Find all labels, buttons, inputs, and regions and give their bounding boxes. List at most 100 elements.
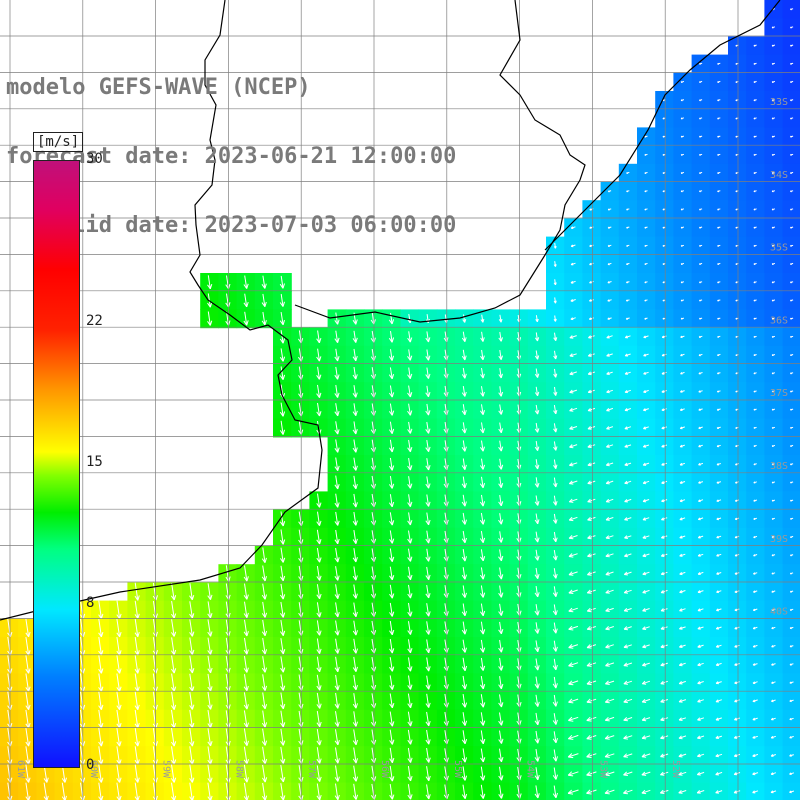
wind-arrow	[753, 372, 757, 375]
wind-arrow	[243, 619, 249, 637]
wind-arrow	[717, 135, 721, 138]
wind-arrow	[789, 626, 794, 630]
wind-arrow	[461, 549, 467, 562]
colorbar-tick-label: 15	[86, 454, 103, 470]
wind-arrow	[660, 644, 668, 649]
wind-arrow	[753, 135, 757, 138]
wind-arrow	[461, 567, 467, 580]
wind-arrow	[534, 495, 540, 506]
wind-arrow	[552, 477, 558, 488]
wind-arrow	[753, 481, 757, 484]
wind-arrow	[607, 317, 612, 320]
wind-arrow	[716, 408, 721, 411]
wind-arrow	[661, 499, 668, 503]
wind-arrow	[553, 350, 558, 360]
wind-arrow	[425, 657, 431, 672]
wind-arrow	[407, 349, 413, 361]
wind-arrow	[717, 99, 721, 102]
wind-arrow	[552, 495, 558, 506]
wind-arrow	[98, 600, 104, 619]
wind-arrow	[717, 153, 721, 156]
wind-arrow	[789, 590, 794, 593]
wind-arrow	[771, 226, 776, 229]
wind-arrow	[680, 262, 685, 265]
wind-arrow	[790, 44, 794, 47]
wind-arrow	[568, 607, 578, 613]
wind-arrow	[771, 62, 776, 65]
wind-arrow	[388, 439, 395, 453]
wind-arrow	[407, 602, 413, 617]
wind-arrow	[352, 348, 358, 362]
wind-arrow	[25, 691, 31, 710]
wind-arrow	[626, 208, 630, 211]
wind-arrow	[334, 548, 340, 563]
wind-arrow	[170, 655, 177, 674]
wind-arrow	[189, 601, 195, 619]
wind-arrow	[625, 317, 630, 320]
wind-arrow	[461, 331, 467, 342]
wind-arrow	[789, 608, 794, 611]
wind-arrow	[243, 565, 249, 582]
wind-arrow	[661, 444, 668, 448]
wind-arrow	[170, 691, 177, 710]
wind-arrow	[389, 602, 395, 617]
wind-arrow	[679, 481, 686, 484]
wind-arrow	[569, 425, 578, 430]
wind-arrow	[461, 349, 467, 361]
wind-arrow	[753, 244, 757, 247]
wind-arrow	[607, 190, 612, 193]
wind-arrow	[643, 371, 649, 375]
wind-arrow	[534, 404, 540, 415]
wind-arrow	[752, 681, 758, 685]
wind-arrow	[587, 571, 596, 576]
wind-arrow	[352, 620, 358, 636]
wind-arrow	[134, 655, 140, 674]
lon-label: 52W	[670, 760, 681, 779]
wind-arrow	[790, 463, 794, 466]
wind-arrow	[280, 674, 286, 691]
wind-arrow	[607, 226, 612, 229]
wind-arrow	[697, 608, 704, 612]
wind-arrow	[461, 458, 467, 470]
wind-arrow	[316, 330, 322, 344]
wind-arrow	[534, 658, 540, 671]
wind-arrow	[334, 511, 340, 526]
wind-arrow	[771, 354, 776, 356]
wind-arrow	[606, 407, 614, 412]
wind-arrow	[717, 244, 721, 247]
lon-label: 57W	[306, 760, 317, 779]
wind-arrow	[717, 80, 721, 83]
wind-arrow	[279, 420, 286, 435]
wind-arrow	[534, 513, 540, 525]
wind-arrow	[587, 444, 596, 448]
wind-arrow	[771, 535, 776, 539]
wind-arrow	[644, 244, 648, 247]
wind-arrow	[752, 626, 758, 630]
wind-arrow	[553, 441, 558, 451]
wind-arrow	[553, 332, 558, 341]
wind-arrow	[552, 586, 558, 597]
wind-arrow	[626, 190, 630, 193]
wind-arrow	[642, 444, 650, 448]
wind-arrow	[642, 480, 650, 485]
lon-label: 61W	[15, 760, 26, 779]
wind-arrow	[771, 99, 776, 102]
wind-arrow	[116, 691, 122, 710]
wind-arrow	[753, 408, 757, 411]
wind-arrow	[552, 676, 558, 689]
wind-arrow	[479, 585, 486, 598]
wind-arrow	[498, 621, 504, 635]
wind-arrow	[425, 585, 431, 599]
wind-arrow	[699, 62, 703, 65]
wind-arrow	[642, 499, 650, 503]
wind-arrow	[352, 584, 358, 599]
wind-arrow	[644, 226, 648, 229]
wind-arrow	[644, 208, 648, 211]
wind-arrow	[771, 590, 776, 593]
wind-arrow	[771, 208, 776, 211]
wind-arrow	[697, 626, 704, 630]
wind-arrow	[641, 680, 651, 685]
wind-arrow	[569, 335, 577, 339]
wind-arrow	[461, 621, 467, 635]
wind-arrow	[207, 673, 213, 692]
